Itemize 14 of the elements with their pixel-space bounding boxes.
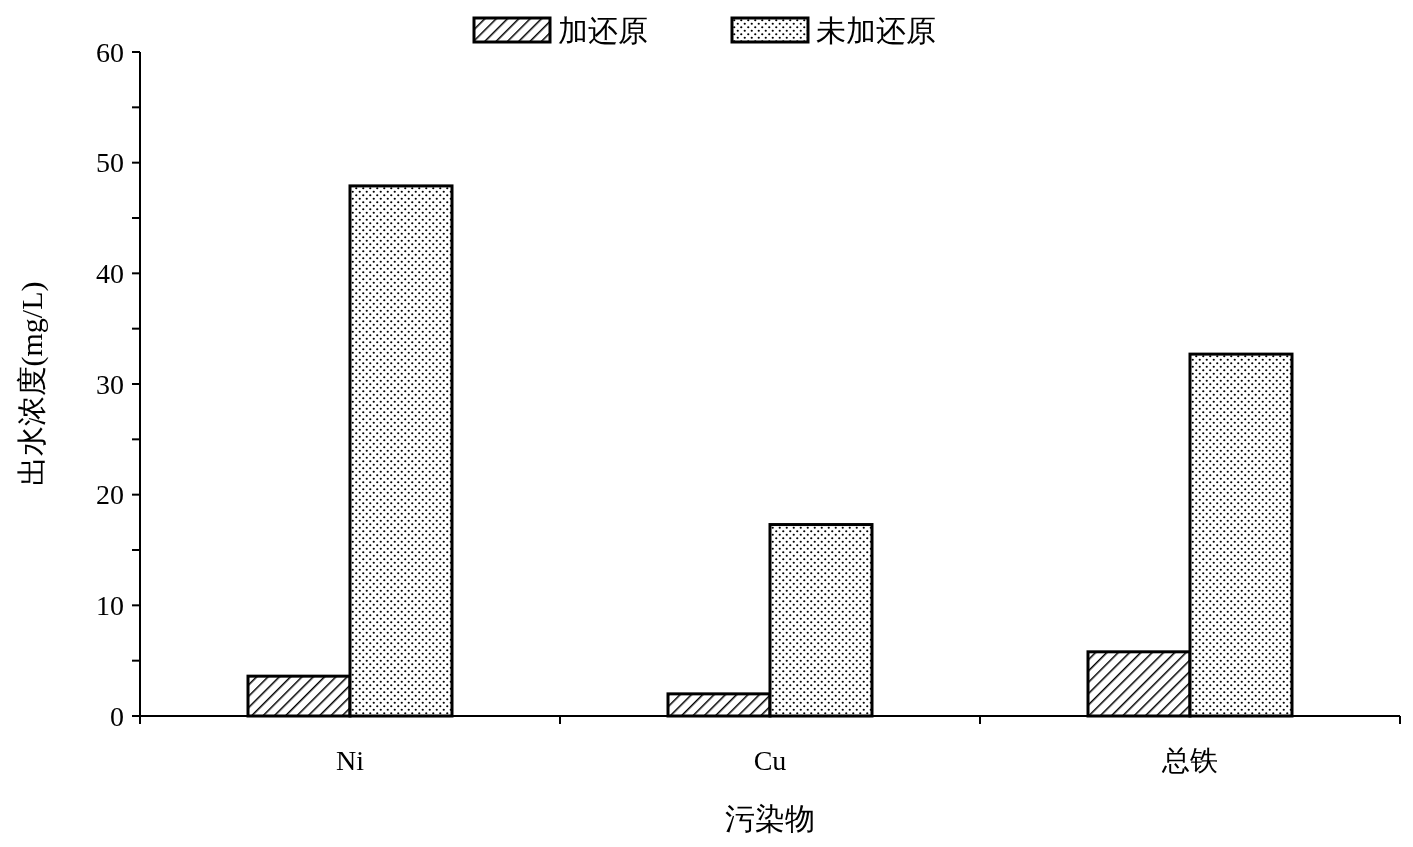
legend-label: 未加还原 xyxy=(816,13,936,47)
legend-label: 加还原 xyxy=(558,13,648,47)
y-tick-label: 20 xyxy=(96,479,124,511)
x-tick-label: 总铁 xyxy=(1161,745,1218,776)
y-tick-label: 10 xyxy=(96,590,124,622)
y-tick-label: 60 xyxy=(96,36,124,68)
x-tick-label: Cu xyxy=(753,745,787,776)
y-tick-label: 40 xyxy=(96,258,124,290)
y-axis-title: 出水浓度(mg/L) xyxy=(15,281,49,487)
y-tick-label: 30 xyxy=(96,368,124,400)
y-tick-label: 0 xyxy=(110,700,124,732)
x-tick-label: Ni xyxy=(336,745,365,776)
x-axis-title: 污染物 xyxy=(725,802,815,835)
y-tick-label: 50 xyxy=(96,147,124,179)
